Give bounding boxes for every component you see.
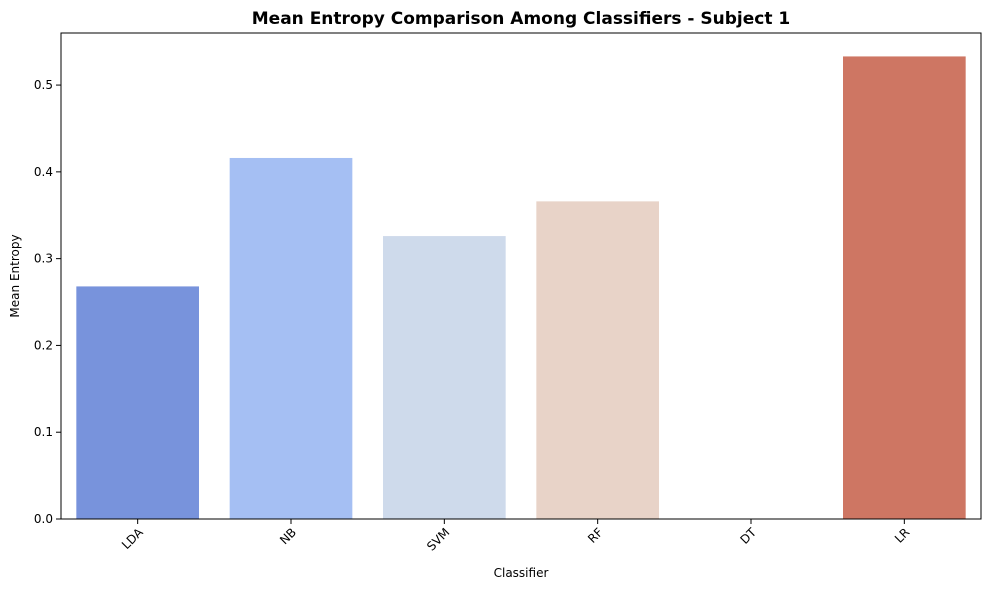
bar-svm	[383, 236, 506, 519]
x-tick-label-lda: LDA	[119, 525, 146, 552]
y-axis-label: Mean Entropy	[8, 234, 22, 317]
bar-nb	[229, 157, 353, 519]
y-tick-label: 0.3	[34, 252, 53, 266]
y-tick-label: 0.1	[34, 425, 53, 439]
bar-rf	[536, 201, 659, 520]
x-tick-label-lr: LR	[892, 525, 913, 546]
y-tick-label: 0.4	[34, 165, 53, 179]
y-tick-label: 0.0	[34, 512, 53, 526]
plot-area: 0.0 0.1 0.2 0.3 0.4 0.5 LDA NB SVM RF DT LR	[34, 32, 982, 554]
x-tick-label-svm: SVM	[424, 525, 452, 553]
bar-lr	[843, 56, 966, 520]
x-tick-label-rf: RF	[585, 525, 606, 546]
y-tick-label: 0.2	[34, 338, 53, 352]
chart-title: Mean Entropy Comparison Among Classifier…	[252, 9, 790, 29]
x-axis-label: Classifier	[494, 566, 549, 580]
bar-lda	[76, 286, 199, 519]
x-tick-label-dt: DT	[737, 525, 759, 547]
plot-frame	[60, 32, 982, 520]
x-tick-label-nb: NB	[277, 525, 299, 547]
y-tick-label: 0.5	[34, 78, 53, 92]
